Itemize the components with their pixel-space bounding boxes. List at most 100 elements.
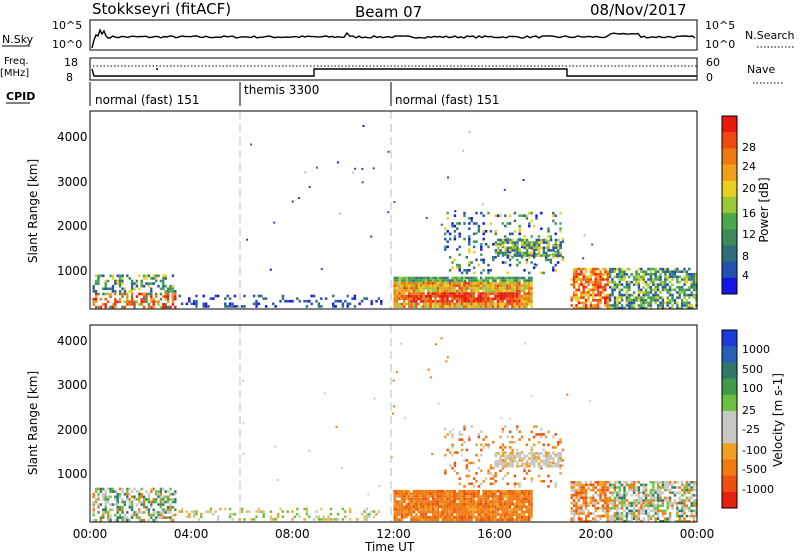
- nsearch-label: N.Search: [745, 29, 795, 42]
- heatmap-cell: [152, 508, 155, 512]
- heatmap-cell: [594, 509, 597, 513]
- heatmap-cell: [479, 279, 483, 282]
- heatmap-cell: [484, 287, 488, 290]
- heatmap-cell: [491, 505, 495, 509]
- heatmap-cell: [688, 286, 691, 289]
- heatmap-cell: [214, 294, 217, 298]
- heatmap-cell: [393, 492, 396, 496]
- heatmap-cell: [166, 287, 170, 291]
- heatmap-cell: [692, 296, 696, 299]
- heatmap-cell: [525, 238, 529, 242]
- heatmap-cell: [501, 492, 504, 496]
- heatmap-cell: [477, 495, 480, 498]
- heatmap-cell: [652, 486, 655, 489]
- heatmap-cell: [606, 280, 609, 284]
- heatmap-cell: [525, 510, 528, 514]
- heatmap-cell: [482, 302, 485, 306]
- heatmap-cell: [620, 507, 624, 510]
- heatmap-cell: [487, 510, 490, 514]
- heatmap-cell: [492, 258, 495, 262]
- heatmap-cell: [448, 500, 452, 503]
- heatmap-cell: [582, 291, 585, 294]
- heatmap-cell: [606, 299, 609, 302]
- heatmap-cell: [547, 243, 550, 247]
- heatmap-cell: [130, 500, 134, 504]
- heatmap-cell: [494, 502, 497, 506]
- heatmap-cell: [262, 515, 265, 519]
- heatmap-cell: [424, 505, 428, 509]
- heatmap-cell: [320, 518, 323, 521]
- heatmap-cell: [625, 299, 629, 302]
- heatmap-cell: [630, 293, 633, 297]
- heatmap-cell: [572, 280, 576, 284]
- heatmap-cell: [535, 241, 538, 244]
- heatmap-cell: [443, 287, 447, 290]
- heatmap-cell: [446, 518, 449, 522]
- heatmap-cell: [611, 278, 614, 281]
- heatmap-cell: [111, 277, 115, 280]
- heatmap-cell: [496, 513, 500, 516]
- heatmap-cell: [545, 254, 548, 257]
- heatmap-cell: [497, 249, 500, 252]
- heatmap-cell: [501, 281, 504, 285]
- heatmap-cell: [594, 293, 597, 297]
- heatmap-cell: [499, 287, 502, 290]
- heatmap-cell: [649, 278, 653, 281]
- heatmap-cell: [661, 270, 665, 273]
- heatmap-cell: [557, 452, 560, 455]
- heatmap-cell: [618, 291, 621, 294]
- heatmap-cell: [436, 489, 440, 493]
- heatmap-cell: [611, 486, 614, 489]
- heatmap-cell: [582, 512, 585, 515]
- heatmap-cell: [458, 305, 461, 308]
- heatmap-cell: [570, 512, 573, 515]
- heatmap-cell: [501, 459, 505, 463]
- heatmap-cell: [427, 500, 430, 503]
- heatmap-cell: [654, 273, 657, 276]
- heatmap-cell: [190, 302, 193, 306]
- heatmap-cell: [332, 518, 335, 521]
- heatmap-cell: [339, 299, 342, 303]
- heatmap-cell: [422, 492, 425, 496]
- heatmap-cell: [467, 515, 471, 519]
- heatmap-cell: [599, 496, 602, 500]
- heatmap-cell: [511, 489, 514, 493]
- heatmap-cell: [458, 289, 461, 293]
- heatmap-cell: [126, 492, 129, 496]
- heatmap-cell: [520, 492, 524, 496]
- heatmap-cell: [458, 266, 461, 269]
- heatmap-cell: [460, 515, 464, 519]
- heatmap-cell: [688, 488, 691, 492]
- heatmap-cell: [431, 276, 435, 280]
- heatmap-cell: [613, 267, 617, 271]
- heatmap-cell: [104, 490, 107, 493]
- heatmap-cell: [162, 511, 165, 514]
- heatmap-cell: [171, 284, 175, 288]
- heatmap-cell: [678, 293, 681, 297]
- heatmap-cell: [118, 277, 122, 280]
- heatmap-cell: [623, 494, 626, 497]
- heatmap-cell: [209, 297, 213, 300]
- heatmap-cell: [140, 495, 143, 499]
- heatmap-cell: [575, 293, 578, 297]
- heatmap-cell: [106, 495, 110, 499]
- heatmap-cell: [468, 237, 471, 241]
- heatmap-cell: [635, 517, 638, 520]
- heatmap-cell: [688, 306, 691, 310]
- heatmap-cell: [647, 273, 650, 276]
- heatmap-cell: [415, 305, 418, 308]
- heatmap-cell: [656, 304, 660, 307]
- heatmap-cell: [584, 275, 588, 279]
- heatmap-cell: [654, 488, 657, 492]
- heatmap-cell: [441, 287, 444, 290]
- heatmap-cell: [604, 512, 607, 515]
- heatmap-cell: [501, 238, 505, 242]
- heatmap-cell: [552, 254, 555, 257]
- heatmap-cell: [599, 278, 602, 281]
- heatmap-cell: [547, 454, 550, 458]
- heatmap-cell: [647, 278, 650, 281]
- heatmap-cell: [410, 508, 413, 511]
- heatmap-cell: [439, 489, 442, 493]
- heatmap-cell: [584, 301, 588, 305]
- heatmap-cell: [618, 491, 621, 494]
